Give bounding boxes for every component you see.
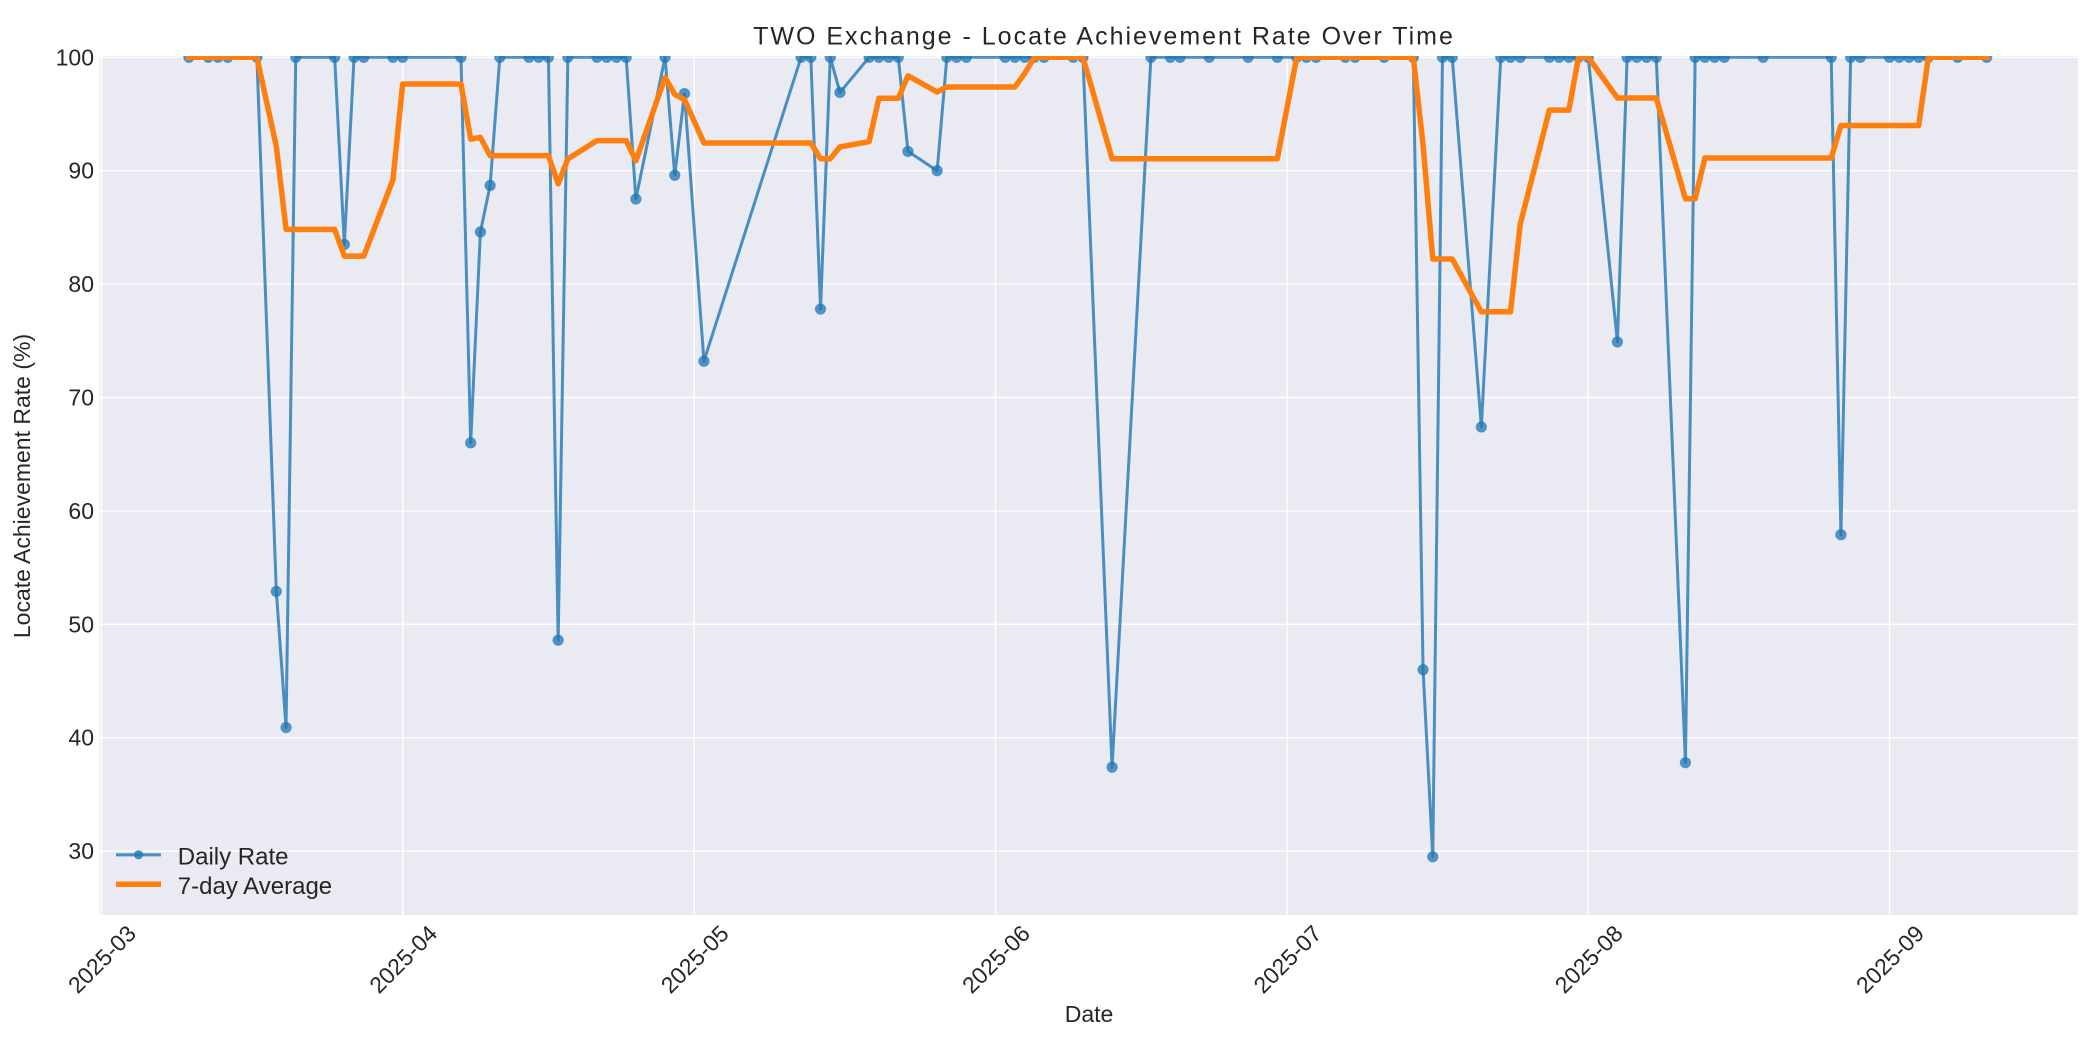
svg-text:90: 90 — [68, 158, 94, 184]
svg-text:TWO Exchange - Locate Achievem: TWO Exchange - Locate Achievement Rate O… — [753, 23, 1455, 51]
svg-text:50: 50 — [68, 611, 94, 637]
svg-text:60: 60 — [68, 498, 94, 524]
svg-text:80: 80 — [68, 271, 94, 297]
svg-text:100: 100 — [56, 44, 94, 70]
svg-text:Daily Rate: Daily Rate — [178, 844, 289, 871]
svg-text:70: 70 — [68, 385, 94, 411]
svg-text:30: 30 — [68, 838, 94, 864]
svg-text:Locate Achievement Rate (%): Locate Achievement Rate (%) — [9, 334, 35, 638]
svg-text:40: 40 — [68, 725, 94, 751]
svg-text:Date: Date — [1065, 1001, 1114, 1027]
svg-text:7-day Average: 7-day Average — [178, 873, 332, 900]
